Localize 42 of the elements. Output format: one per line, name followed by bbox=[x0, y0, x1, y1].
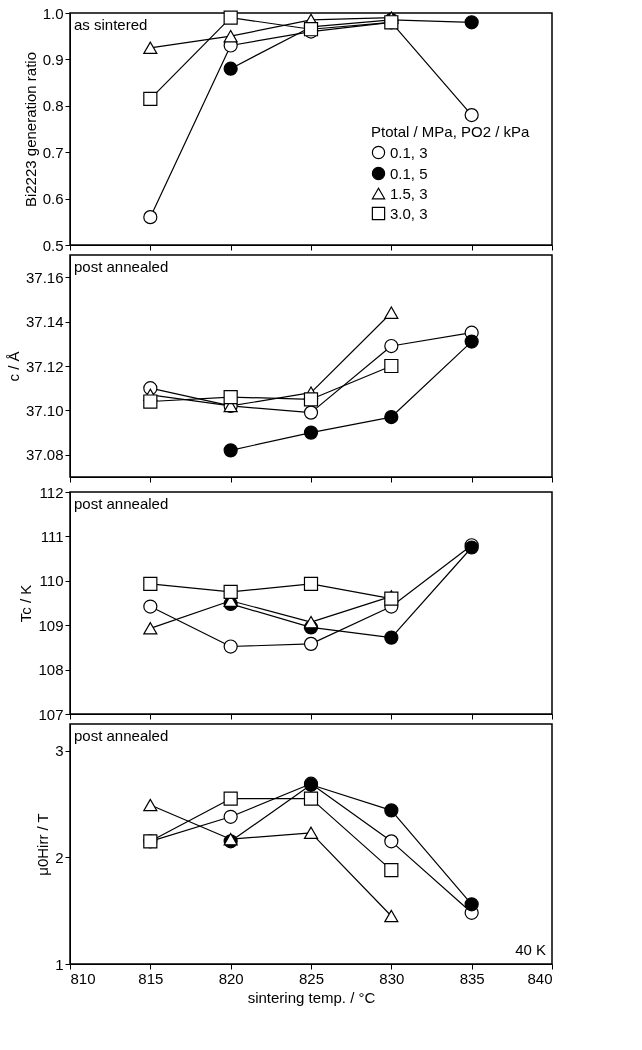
legend-title: Ptotal / MPa, PO2 / kPa bbox=[371, 123, 531, 140]
y-tick-label: 2 bbox=[55, 848, 64, 866]
annotation: post annealed bbox=[74, 727, 169, 744]
y-tick-label: 1 bbox=[55, 955, 64, 973]
y-tick-label: 108 bbox=[38, 661, 64, 679]
x-tick-label: 820 bbox=[218, 969, 244, 987]
y-axis-title: Bi2223 generation ratio bbox=[21, 51, 39, 208]
y-tick-label: 0.9 bbox=[42, 50, 64, 68]
legend-label: 1.5, 3 bbox=[390, 184, 428, 202]
x-tick-label: 830 bbox=[379, 969, 405, 987]
y-axis-title: Tc / K bbox=[17, 584, 35, 623]
y-tick-label: 1.0 bbox=[42, 4, 64, 22]
y-tick-label: 0.8 bbox=[42, 97, 64, 115]
legend-label: 3.0, 3 bbox=[390, 204, 428, 222]
y-tick-label: 112 bbox=[39, 483, 64, 501]
legend-label: 0.1, 3 bbox=[390, 143, 428, 161]
y-tick-label: 107 bbox=[38, 705, 64, 723]
y-tick-label: 37.12 bbox=[25, 357, 64, 375]
y-tick-label: 3 bbox=[55, 742, 64, 760]
y-tick-label: 0.5 bbox=[42, 236, 64, 254]
y-axis-title: μ0Hirr / T bbox=[34, 813, 52, 876]
annotation: post annealed bbox=[74, 258, 169, 275]
legend-label: 0.1, 5 bbox=[390, 164, 428, 182]
annotation: post annealed bbox=[74, 495, 169, 512]
y-tick-label: 0.7 bbox=[42, 143, 64, 161]
y-tick-label: 37.08 bbox=[25, 446, 64, 464]
x-axis-title: sintering temp. / °C bbox=[247, 988, 376, 1006]
annotation: 40 K bbox=[515, 941, 546, 958]
y-axis-title: c / Å bbox=[4, 351, 22, 382]
y-tick-label: 0.6 bbox=[42, 190, 64, 208]
x-tick-label: 840 bbox=[527, 969, 553, 987]
annotation: as sintered bbox=[74, 16, 148, 33]
y-tick-label: 111 bbox=[40, 527, 64, 545]
y-tick-label: 110 bbox=[39, 572, 64, 590]
x-tick-label: 825 bbox=[298, 969, 325, 987]
x-tick-label: 835 bbox=[459, 969, 485, 987]
y-tick-label: 37.10 bbox=[25, 401, 64, 419]
y-tick-label: 109 bbox=[38, 616, 64, 634]
y-tick-label: 37.14 bbox=[25, 313, 64, 331]
y-tick-label: 37.16 bbox=[25, 268, 64, 286]
x-tick-label: 815 bbox=[138, 969, 164, 987]
x-tick-label: 810 bbox=[70, 969, 96, 987]
